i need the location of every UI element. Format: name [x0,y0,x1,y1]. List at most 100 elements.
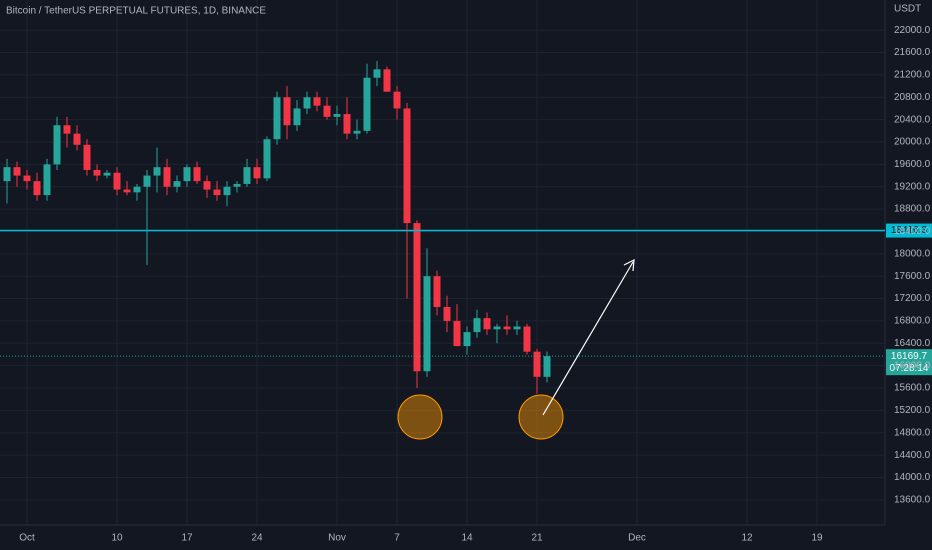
candle-body [113,172,121,190]
candle-body [163,167,171,187]
candle-body [523,326,531,352]
candle-body [463,332,471,347]
candle-body [303,97,311,109]
candle-body [73,133,81,145]
y-tick-label: 20000.0 [894,137,931,148]
x-tick-label: 10 [111,533,123,544]
x-tick-label: 19 [811,533,823,544]
candle-body [273,97,281,140]
candle-body [243,167,251,184]
x-tick-label: Dec [628,533,646,544]
y-tick-label: 16000.0 [894,360,931,371]
y-tick-label: 18000.0 [894,248,931,259]
y-tick-label: 15600.0 [894,383,931,394]
candles [3,60,551,394]
y-tick-label: 20400.0 [894,114,931,125]
y-tick-label: 18400.0 [894,226,931,237]
countdown-label: 07:28:14 [890,363,929,374]
x-tick-label: 7 [394,533,400,544]
candle-body [53,125,61,165]
candle-body [183,167,191,182]
arrow-line [542,261,634,416]
y-tick-label: 16800.0 [894,316,931,327]
y-tick-label: 15200.0 [894,405,931,416]
y-tick-label: 21200.0 [894,70,931,81]
candle-body [473,318,481,333]
x-tick-label: 17 [181,533,193,544]
candle-body [153,167,161,176]
candle-body [103,172,111,176]
candle-body [513,326,521,330]
y-tick-label: 14000.0 [894,472,931,483]
level-label-box [886,223,932,238]
candle-body [283,97,291,126]
candle-body [443,306,451,321]
candle-body [453,320,461,347]
y-tick-label: 17200.0 [894,293,931,304]
candle-body [383,69,391,92]
x-tick-label: 14 [461,533,473,544]
y-tick-label: 21600.0 [894,47,931,58]
y-tick-label: 18800.0 [894,204,931,215]
x-tick-label: Nov [328,533,346,544]
candle-body [393,91,401,109]
candle-body [373,69,381,78]
candle-body [83,144,91,170]
chart-title: Bitcoin / TetherUS PERPETUAL FUTURES, 1D… [6,6,266,17]
y-tick-label: 19600.0 [894,159,931,170]
candle-body [253,167,261,179]
level-label: 18416.3 [891,225,928,236]
candle-body [483,318,491,330]
candle-body [433,276,441,307]
y-tick-label: 22000.0 [894,25,931,36]
candle-body [143,175,151,187]
y-tick-label: 19200.0 [894,181,931,192]
candle-body [263,139,271,179]
x-tick-label: 12 [741,533,753,544]
candle-body [173,181,181,187]
y-tick-label: 16400.0 [894,338,931,349]
last-price-box [886,349,932,376]
candle-body [133,186,141,193]
y-tick-label: 14400.0 [894,450,931,461]
candle-body [123,189,131,193]
candle-body [3,167,11,182]
candle-body [33,181,41,196]
candle-body [323,105,331,117]
x-tick-label: 21 [531,533,543,544]
last-price-label: 16169.7 [891,351,928,362]
candle-body [63,125,71,134]
candle-body [313,97,321,106]
candle-body [343,114,351,134]
candle-body [543,356,551,377]
highlight-circle [397,394,443,440]
y-tick-label: 14800.0 [894,427,931,438]
candle-body [403,108,411,224]
y-tick-label: 17600.0 [894,271,931,282]
candle-body [203,181,211,190]
candle-body [43,164,51,196]
y-axis-label: USDT [894,4,921,15]
candle-body [93,169,101,176]
candle-body [353,130,361,134]
candle-body [293,108,301,126]
candle-body [363,77,371,131]
candle-body [223,186,231,196]
highlight-circle [518,394,564,440]
candle-body [413,223,421,372]
candle-body [233,183,241,187]
candle-body [23,175,31,182]
candle-body [13,167,21,176]
arrow-head [623,258,635,272]
candle-body [193,167,201,182]
candle-body [423,276,431,372]
y-tick-label: 20800.0 [894,92,931,103]
candle-body [333,114,341,117]
x-tick-label: 24 [251,533,263,544]
candle-body [493,326,501,330]
x-tick-label: Oct [19,533,35,544]
candle-body [213,189,221,196]
candle-body [503,326,511,330]
